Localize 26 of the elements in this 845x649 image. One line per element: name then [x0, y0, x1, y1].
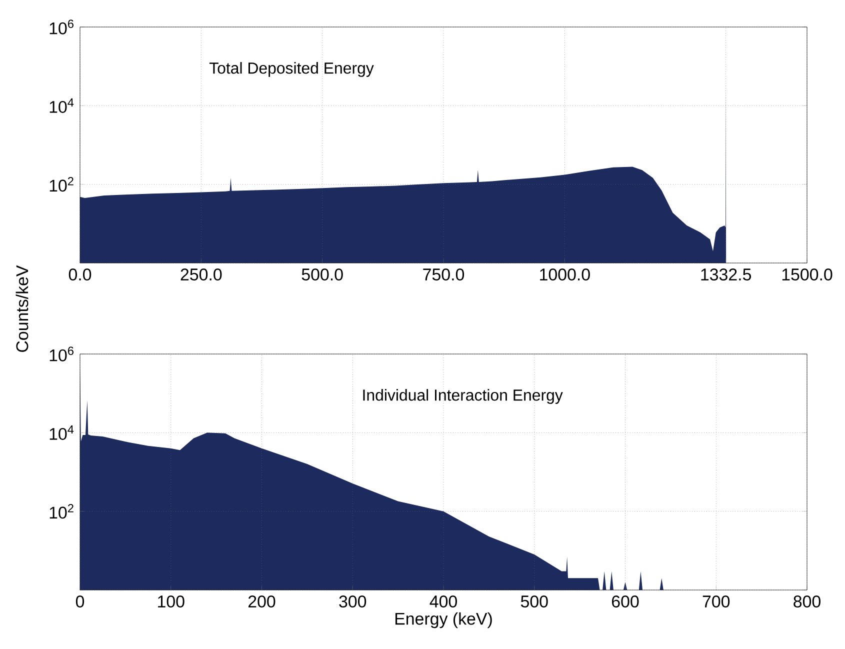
x-tick-label: 500.0	[302, 268, 343, 281]
y-tick-label: 10$^{4}$	[50, 98, 74, 113]
x-tick-label: 600	[612, 596, 639, 608]
y-tick-label: 10$^{6}$	[50, 346, 74, 362]
x-tick-label: 0	[76, 596, 84, 608]
y-tick-label: 10$^{2}$	[50, 504, 74, 519]
x-tick-label: 100	[158, 596, 184, 608]
x-tick-label: 500	[520, 596, 548, 608]
x-tick-label: 400	[430, 596, 457, 608]
annotation: Total Deposited Energy	[209, 62, 374, 77]
x-tick-label: 200	[248, 596, 276, 608]
x-tick-label: 300	[339, 596, 366, 608]
x-tick-label: 700	[702, 596, 730, 608]
x-tick-label: 800	[794, 596, 820, 608]
y-tick-label: 10$^{6}$	[50, 20, 74, 34]
y-tick-label: 10$^{2}$	[50, 176, 74, 192]
y-axis-title: Counts/keV	[16, 265, 28, 352]
x-tick-label: 1332.5	[701, 268, 752, 281]
x-tick-label: 750.0	[423, 268, 464, 281]
y-tick-label: 10$^{4}$	[50, 425, 74, 440]
x-tick-label: 250.0	[180, 268, 222, 281]
x-tick-label: 1000.0	[540, 268, 590, 281]
annotation: Individual Interaction Energy	[363, 389, 563, 404]
x-tick-label: 1500.0	[782, 268, 832, 281]
x-axis-title: Energy (keV)	[395, 612, 492, 628]
x-tick-label: 0.0	[68, 268, 92, 281]
